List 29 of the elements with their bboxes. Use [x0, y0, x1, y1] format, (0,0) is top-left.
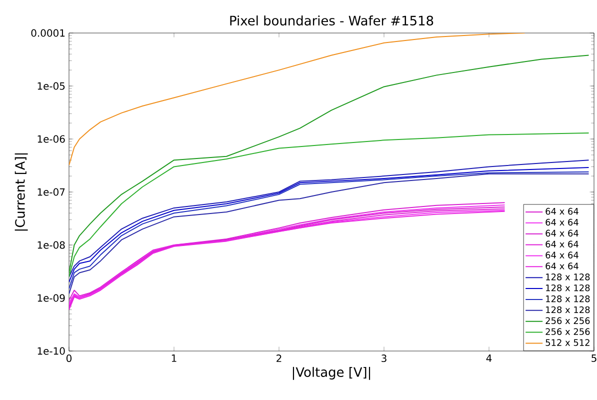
- legend-label: 64 x 64: [546, 252, 578, 258]
- legend-label: 256 x 256: [546, 328, 590, 336]
- y-tick-label: 1e-07: [38, 188, 65, 196]
- legend-label: 64 x 64: [546, 208, 578, 215]
- y-tick-label: 1e-05: [38, 82, 65, 90]
- x-axis-title: |Voltage [V]|: [292, 366, 370, 380]
- legend-label: 64 x 64: [546, 262, 578, 270]
- x-tick-label: 5: [592, 354, 596, 362]
- legend-label: 64 x 64: [546, 230, 578, 237]
- y-tick-label: 1e-06: [38, 135, 65, 143]
- legend-label: 512 x 512: [546, 339, 590, 346]
- legend-label: 64 x 64: [546, 218, 578, 226]
- y-tick-label: 0.0001: [31, 29, 65, 37]
- chart-title: Pixel boundaries - Wafer #1518: [230, 15, 434, 26]
- legend-label: 256 x 256: [546, 317, 590, 324]
- legend-label: 128 x 128: [546, 284, 590, 292]
- y-tick-label: 1e-10: [38, 347, 65, 355]
- y-tick-label: 1e-08: [38, 241, 65, 249]
- y-tick-label: 1e-09: [38, 294, 65, 302]
- legend-label: 64 x 64: [546, 240, 578, 248]
- x-tick-label: 2: [276, 354, 282, 362]
- legend-label: 128 x 128: [546, 295, 590, 302]
- x-tick-label: 1: [172, 354, 176, 362]
- y-axis-title: |Current [A]|: [14, 153, 28, 231]
- x-tick-label: 4: [486, 354, 492, 362]
- x-tick-label: 3: [382, 354, 386, 362]
- legend-label: 128 x 128: [546, 274, 590, 280]
- x-tick-label: 0: [66, 354, 72, 362]
- legend-label: 128 x 128: [546, 306, 590, 314]
